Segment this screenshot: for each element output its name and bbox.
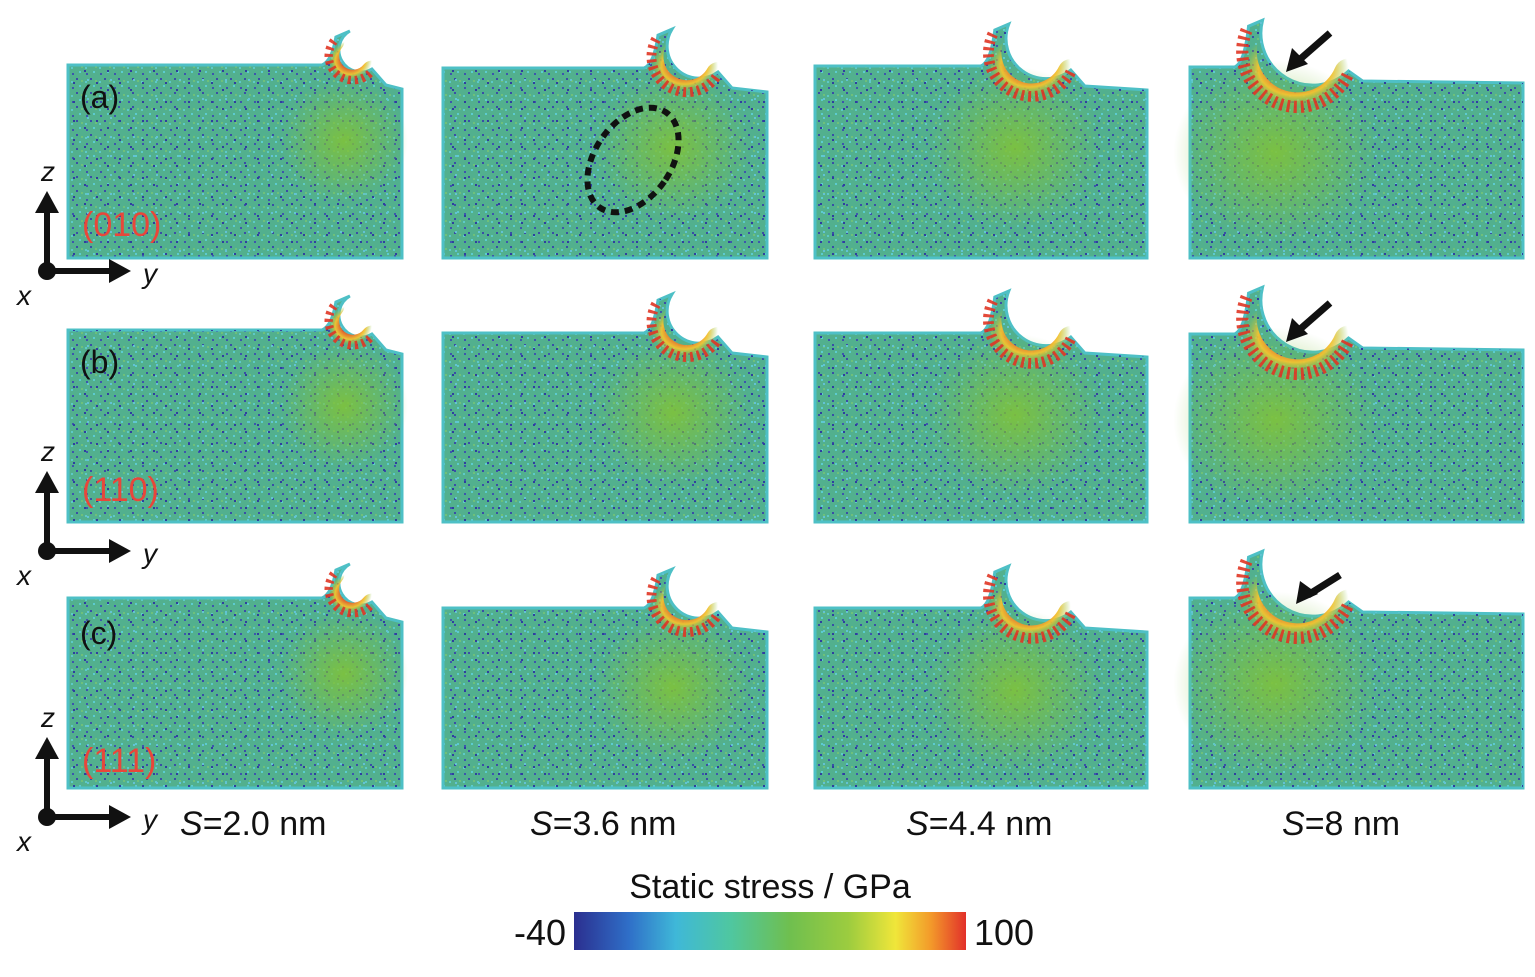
plane-label-010: (010)	[82, 206, 161, 244]
strain-zone	[279, 343, 408, 469]
axis-label-z: z	[40, 436, 55, 467]
panel-c-s8	[1173, 546, 1525, 790]
strain-zone	[926, 609, 1103, 771]
axis-label-x: x	[15, 280, 32, 311]
high-stress-rim	[975, 21, 1084, 110]
row-label-b: (b)	[80, 344, 119, 380]
panel-a-s2	[66, 29, 408, 260]
column-label-s3-6: S=3.6 nm	[530, 805, 677, 843]
panel-c-s4-4	[813, 563, 1149, 790]
panel-a-s4-4	[813, 21, 1149, 260]
panel-b-s4-4	[813, 288, 1149, 524]
strain-zone	[279, 611, 408, 737]
simulation-panels	[66, 15, 1525, 790]
panel-b-s2	[66, 294, 408, 524]
high-stress-rim	[639, 292, 730, 370]
panel-c-s3-6	[441, 565, 769, 790]
panel-a-s8	[1173, 15, 1525, 260]
arrow-icon	[1286, 30, 1333, 72]
row-label-c: (c)	[80, 615, 117, 651]
strain-zone	[926, 67, 1103, 229]
axis-label-y: y	[141, 538, 159, 569]
column-label-s8: S=8 nm	[1282, 805, 1400, 843]
high-stress-rim	[975, 563, 1084, 652]
panel-b-s3-6	[441, 290, 769, 524]
plane-label-110: (110)	[82, 471, 159, 509]
column-label-s4-4: S=4.4 nm	[906, 805, 1053, 843]
panel-a-s3-6	[441, 25, 769, 260]
column-label-s2: S=2.0 nm	[180, 805, 327, 843]
high-stress-rim	[975, 288, 1084, 377]
panel-b-s8	[1173, 282, 1525, 524]
high-stress-rim	[639, 27, 730, 105]
axis-label-y: y	[141, 258, 159, 289]
strain-zone	[594, 73, 752, 222]
strain-zone	[594, 613, 752, 762]
axis-triad-b: z y x	[15, 436, 159, 591]
panel-c-s2	[66, 562, 408, 790]
axis-label-y: y	[141, 804, 159, 835]
arrow-icon	[1296, 572, 1342, 604]
colorbar	[574, 912, 966, 950]
axis-label-z: z	[40, 156, 55, 187]
axis-triad-c: z y x	[15, 702, 159, 857]
plane-label-111: (111)	[82, 742, 156, 780]
colorbar-min-label: -40	[514, 912, 566, 953]
arrow-icon	[1286, 300, 1333, 342]
strain-zone	[279, 78, 408, 204]
axis-label-x: x	[15, 826, 32, 857]
strain-zone	[594, 338, 752, 487]
axis-triad-a: z y x	[15, 156, 159, 311]
colorbar-title: Static stress / GPa	[629, 868, 911, 906]
row-label-a: (a)	[80, 79, 119, 115]
high-stress-rim	[639, 567, 730, 645]
colorbar-max-label: 100	[974, 912, 1034, 953]
axis-label-x: x	[15, 560, 32, 591]
axis-triads: z y x z y x z y x	[15, 156, 159, 857]
strain-zone	[926, 334, 1103, 496]
axis-label-z: z	[40, 702, 55, 733]
